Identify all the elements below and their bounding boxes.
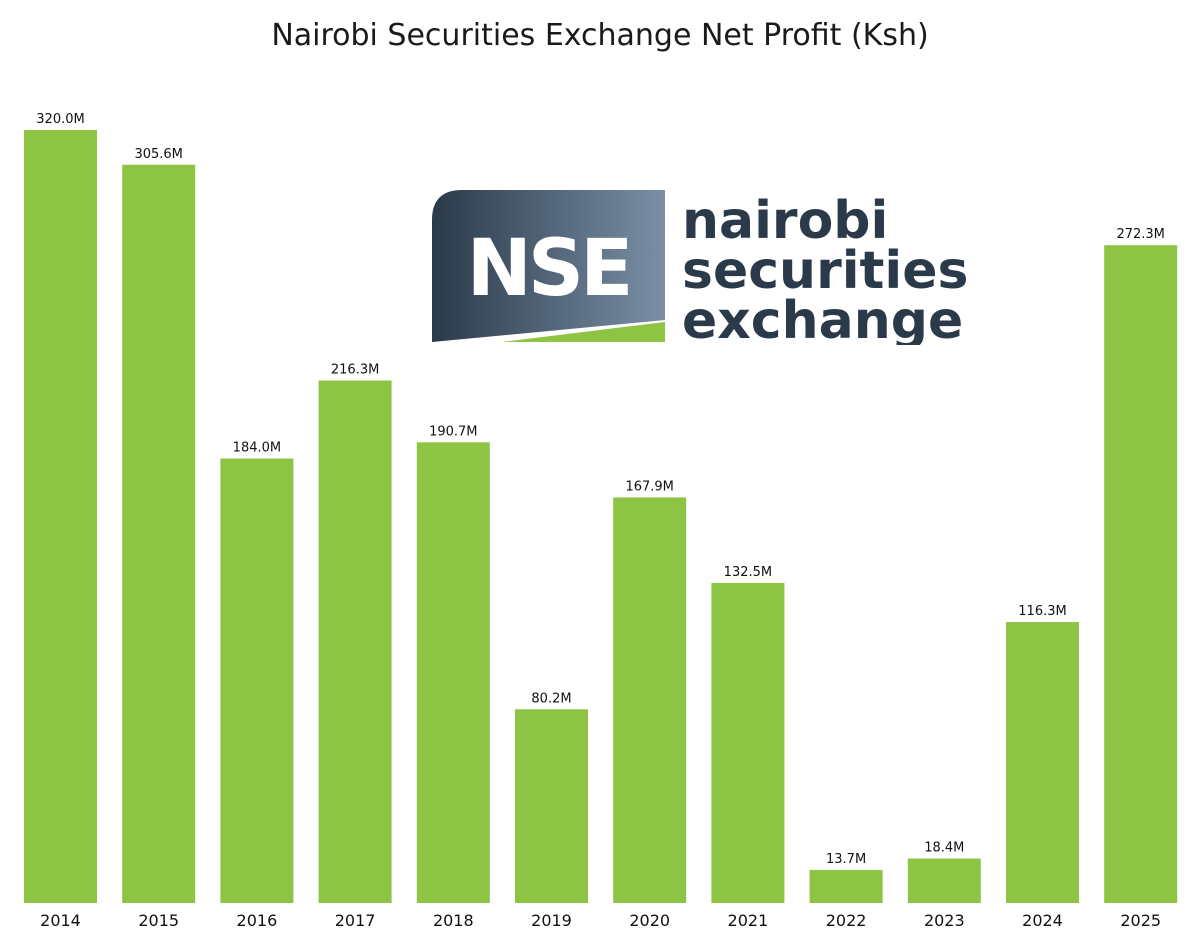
bar-2018 (416, 442, 490, 903)
value-label-2014: 320.0M (36, 112, 84, 127)
logo-green-stripe (502, 322, 665, 342)
value-label-2018: 190.7M (429, 424, 477, 439)
x-tick-2017: 2017 (335, 911, 376, 930)
logo-line-2: securities (682, 241, 968, 301)
logo-line-1: nairobi (682, 191, 888, 251)
x-tick-2019: 2019 (531, 911, 572, 930)
bar-2015 (122, 164, 196, 903)
x-tick-2021: 2021 (728, 911, 769, 930)
x-tick-2024: 2024 (1022, 911, 1063, 930)
value-label-2024: 116.3M (1018, 604, 1066, 619)
value-labels-group: 320.0M 305.6M 184.0M 216.3M 190.7M 80.2M 167.9… (36, 112, 1165, 867)
value-label-2020: 167.9M (625, 479, 673, 494)
value-label-2015: 305.6M (134, 147, 182, 162)
value-label-2017: 216.3M (331, 363, 379, 378)
x-tick-2025: 2025 (1120, 911, 1161, 930)
x-tick-2020: 2020 (629, 911, 670, 930)
bar-2014 (24, 130, 97, 903)
value-label-2022: 13.7M (826, 852, 866, 867)
x-tick-2023: 2023 (924, 911, 965, 930)
bar-2020 (613, 497, 687, 903)
x-tick-2018: 2018 (433, 911, 474, 930)
x-tick-2022: 2022 (826, 911, 867, 930)
value-label-2025: 272.3M (1116, 227, 1164, 242)
bar-2024 (1006, 622, 1079, 903)
bars-group (24, 130, 1178, 903)
logo-emblem-shape (432, 190, 665, 342)
bar-2023 (907, 858, 981, 903)
x-tick-2016: 2016 (237, 911, 278, 930)
value-label-2021: 132.5M (724, 565, 772, 580)
bar-2022 (809, 869, 883, 903)
x-tick-2015: 2015 (138, 911, 179, 930)
chart-title: Nairobi Securities Exchange Net Profit (… (271, 18, 929, 53)
bar-2025 (1104, 245, 1178, 903)
bar-2019 (515, 709, 588, 903)
value-label-2016: 184.0M (233, 441, 281, 456)
nse-logo: NSE nairobi securities exchange (432, 190, 968, 345)
logo-mark: NSE (467, 224, 630, 314)
bar-2021 (711, 582, 785, 903)
logo-line-3: exchange (682, 291, 963, 345)
bar-2017 (318, 380, 392, 903)
x-tick-labels-group: 2014 2015 2016 2017 2018 2019 2020 2021 2022 2023… (40, 911, 1161, 930)
x-tick-2014: 2014 (40, 911, 81, 930)
bar-2016 (220, 458, 294, 903)
value-label-2019: 80.2M (531, 691, 571, 706)
value-label-2023: 18.4M (924, 841, 964, 856)
